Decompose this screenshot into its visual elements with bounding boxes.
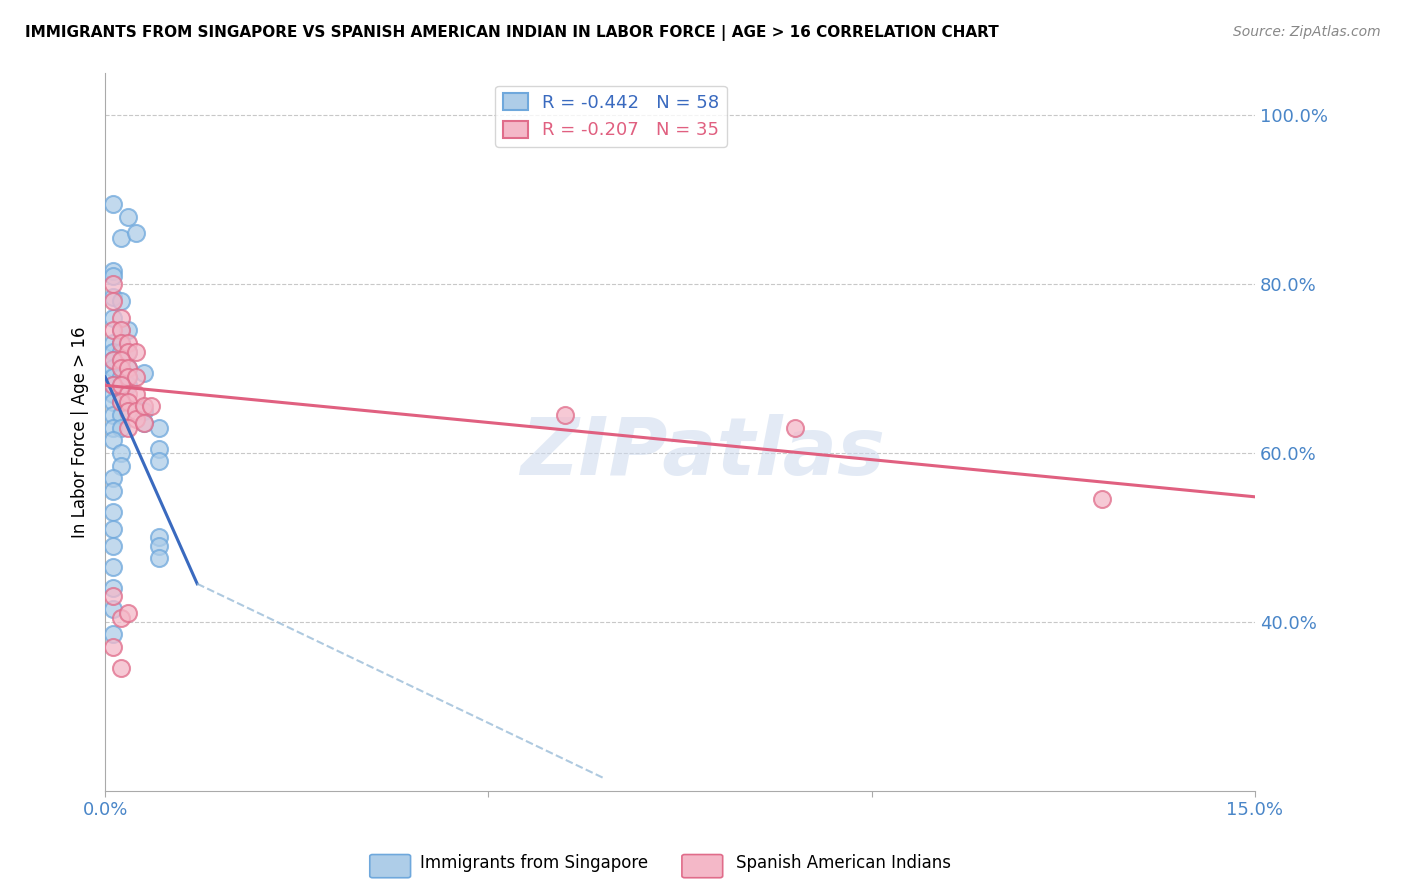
Point [117,607,139,621]
Point [101,408,124,422]
Point [125,403,148,417]
Point [110,458,132,473]
Point [132,417,155,431]
Point [110,395,132,409]
Point [117,323,139,337]
Point [110,353,132,368]
Point [110,420,132,434]
Point [101,581,124,595]
Point [117,370,139,384]
Point [141,400,163,414]
Point [101,640,124,654]
Point [117,361,139,376]
Point [110,323,132,337]
Point [101,370,124,384]
Point [101,602,124,616]
Legend: R = -0.442   N = 58, R = -0.207   N = 35: R = -0.442 N = 58, R = -0.207 N = 35 [495,86,727,146]
Point [117,361,139,376]
Point [110,230,132,244]
Text: IMMIGRANTS FROM SINGAPORE VS SPANISH AMERICAN INDIAN IN LABOR FORCE | AGE > 16 C: IMMIGRANTS FROM SINGAPORE VS SPANISH AME… [25,25,1000,41]
Point [117,370,139,384]
Point [101,197,124,211]
Point [110,361,132,376]
Point [101,268,124,283]
Point [117,344,139,359]
Point [117,420,139,434]
Point [117,378,139,392]
Point [101,264,124,278]
Point [110,370,132,384]
Point [110,610,132,624]
Point [125,412,148,426]
Point [117,336,139,351]
Point [148,442,170,456]
Point [101,277,124,291]
Point [101,378,124,392]
Point [117,386,139,401]
Point [125,386,148,401]
Point [101,627,124,641]
Point [110,661,132,675]
Point [132,403,155,417]
Point [554,408,576,422]
Point [101,420,124,434]
Point [101,395,124,409]
Point [148,530,170,544]
Point [101,323,124,337]
Point [1090,492,1112,507]
Point [110,336,132,351]
Point [101,386,124,401]
Point [101,344,124,359]
Point [101,590,124,604]
Text: ZIPatlas: ZIPatlas [520,414,886,492]
Point [101,336,124,351]
Point [125,227,148,241]
Point [110,323,132,337]
Point [110,386,132,401]
Point [110,361,132,376]
Point [110,353,132,368]
Text: Immigrants from Singapore: Immigrants from Singapore [420,855,648,872]
Point [783,420,806,434]
Point [110,293,132,308]
Point [148,420,170,434]
Point [101,471,124,485]
Point [148,539,170,553]
Point [110,378,132,392]
Point [110,310,132,325]
Point [148,551,170,566]
Point [101,434,124,448]
Point [101,560,124,574]
Text: Source: ZipAtlas.com: Source: ZipAtlas.com [1233,25,1381,39]
Point [148,454,170,468]
Point [101,310,124,325]
Y-axis label: In Labor Force | Age > 16: In Labor Force | Age > 16 [72,326,89,538]
Point [101,361,124,376]
Point [101,293,124,308]
Point [101,378,124,392]
Point [132,417,155,431]
Point [110,336,132,351]
Point [125,370,148,384]
Point [117,403,139,417]
Point [110,344,132,359]
Point [101,290,124,304]
Point [117,210,139,224]
Point [110,395,132,409]
Point [110,446,132,460]
Point [101,483,124,498]
Point [110,378,132,392]
Point [101,353,124,368]
Point [117,395,139,409]
Point [117,344,139,359]
Point [110,408,132,422]
Point [101,522,124,536]
Point [101,539,124,553]
Point [132,400,155,414]
Point [101,505,124,519]
Point [101,353,124,368]
Point [125,344,148,359]
Text: Spanish American Indians: Spanish American Indians [737,855,950,872]
Point [132,366,155,380]
